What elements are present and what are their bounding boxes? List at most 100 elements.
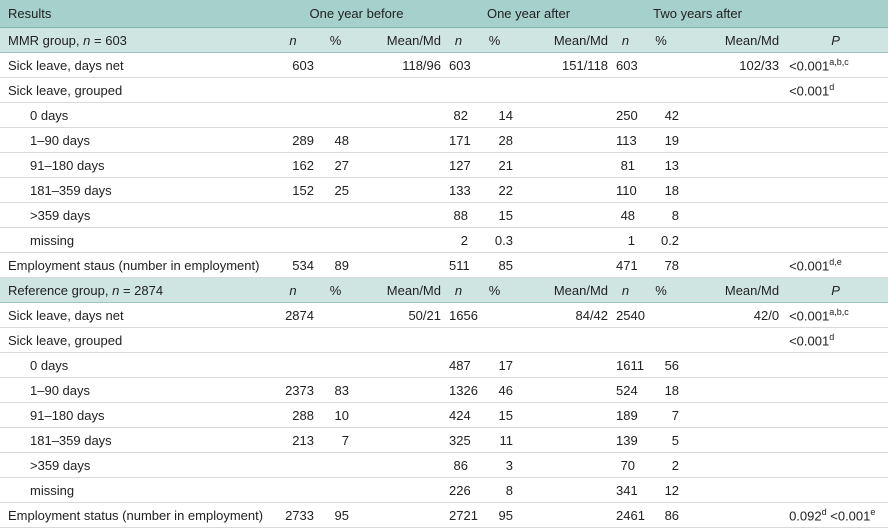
section-name: MMR group,	[8, 32, 80, 48]
value-cell: 213	[268, 427, 318, 453]
value-cell	[353, 377, 445, 403]
value-cell	[472, 77, 517, 103]
value-cell: 15	[472, 402, 517, 428]
p-footnote: a,b,c	[829, 306, 849, 317]
section-count: = 603	[94, 32, 127, 48]
p-cell	[783, 227, 888, 253]
value-cell: 110	[612, 177, 640, 203]
value-cell	[353, 202, 445, 228]
value-cell	[353, 352, 445, 378]
data-row: 91–180 days 162 27 127 21 81 13	[0, 152, 888, 178]
value-cell: 28	[472, 127, 517, 153]
value-cell	[353, 402, 445, 428]
value-cell	[472, 327, 517, 353]
value-cell	[683, 452, 784, 478]
data-row: Sick leave, days net 603 118/96 603 151/118 6…	[0, 52, 888, 78]
row-label: 181–359 days	[0, 177, 268, 203]
section-title: MMR group, n = 603	[0, 27, 268, 53]
p-value: <0.001	[789, 58, 830, 74]
column-label: n	[621, 282, 630, 298]
column-header: Mean/Md	[683, 27, 784, 53]
value-cell	[517, 227, 613, 253]
value-cell	[517, 427, 613, 453]
data-row: Sick leave, grouped <0.001d	[0, 327, 888, 353]
value-cell: 151/118	[517, 52, 613, 78]
section-title: Reference group, n = 2874	[0, 277, 268, 303]
section-var: n	[83, 32, 91, 48]
p-footnote: e	[870, 506, 876, 517]
value-cell: 70	[612, 452, 640, 478]
p-cell: <0.001d	[783, 77, 888, 103]
column-label: n	[621, 32, 630, 48]
value-cell: 8	[639, 202, 684, 228]
value-cell: 288	[268, 402, 318, 428]
value-cell	[517, 377, 613, 403]
header-cell: Results	[0, 0, 268, 28]
value-cell	[683, 202, 784, 228]
p-cell	[783, 177, 888, 203]
value-cell	[683, 352, 784, 378]
value-cell	[318, 302, 353, 328]
p-cell	[783, 452, 888, 478]
column-label: Mean/Md	[386, 32, 441, 48]
value-cell: 48	[612, 202, 640, 228]
value-cell: 524	[612, 377, 640, 403]
value-cell: 10	[318, 402, 353, 428]
value-cell: 82	[445, 102, 472, 128]
column-header: %	[318, 27, 353, 53]
p-cell	[783, 127, 888, 153]
value-cell: 102/33	[683, 52, 784, 78]
value-cell: 42	[639, 102, 684, 128]
value-cell	[517, 202, 613, 228]
column-header: n	[445, 27, 472, 53]
value-cell	[639, 302, 684, 328]
value-cell: 603	[612, 52, 640, 78]
value-cell: 15	[472, 202, 517, 228]
value-cell: 56	[639, 352, 684, 378]
value-cell	[517, 252, 613, 278]
value-cell: 226	[445, 477, 472, 503]
p-cell	[783, 477, 888, 503]
column-header: n	[268, 277, 318, 303]
value-cell: 8	[472, 477, 517, 503]
row-label: Employment staus (number in employment)	[0, 252, 268, 278]
p-cell: <0.001d	[783, 327, 888, 353]
p-footnote: a,b,c	[829, 56, 849, 67]
p-cell	[783, 402, 888, 428]
value-cell	[318, 477, 353, 503]
value-cell: 11	[472, 427, 517, 453]
column-header: Mean/Md	[517, 27, 613, 53]
value-cell	[353, 177, 445, 203]
row-label: 181–359 days	[0, 427, 268, 453]
column-header: %	[472, 27, 517, 53]
row-label: missing	[0, 227, 268, 253]
value-cell	[353, 327, 445, 353]
value-cell: 1611	[612, 352, 644, 378]
value-cell: 21	[472, 152, 517, 178]
value-cell: 18	[639, 377, 684, 403]
row-label: Sick leave, grouped	[0, 327, 268, 353]
column-label: %	[329, 32, 342, 48]
p-cell	[783, 202, 888, 228]
column-header: %	[472, 277, 517, 303]
row-label: >359 days	[0, 452, 268, 478]
value-cell	[353, 252, 445, 278]
row-label: 91–180 days	[0, 402, 268, 428]
value-cell	[517, 477, 613, 503]
group-header: One year after	[445, 0, 613, 28]
value-cell: 81	[612, 152, 640, 178]
value-cell: 84/42	[517, 302, 613, 328]
column-label: Mean/Md	[386, 282, 441, 298]
value-cell: 89	[318, 252, 353, 278]
value-cell	[683, 177, 784, 203]
p-footnote: d	[829, 331, 835, 342]
section-name: Reference group,	[8, 282, 109, 298]
value-cell	[353, 102, 445, 128]
value-cell	[472, 302, 517, 328]
value-cell: 162	[268, 152, 318, 178]
column-header: P	[783, 277, 888, 303]
data-row: missing 226 8 341 12	[0, 477, 888, 503]
p-footnote: d	[829, 81, 835, 92]
column-label: Mean/Md	[553, 32, 609, 48]
